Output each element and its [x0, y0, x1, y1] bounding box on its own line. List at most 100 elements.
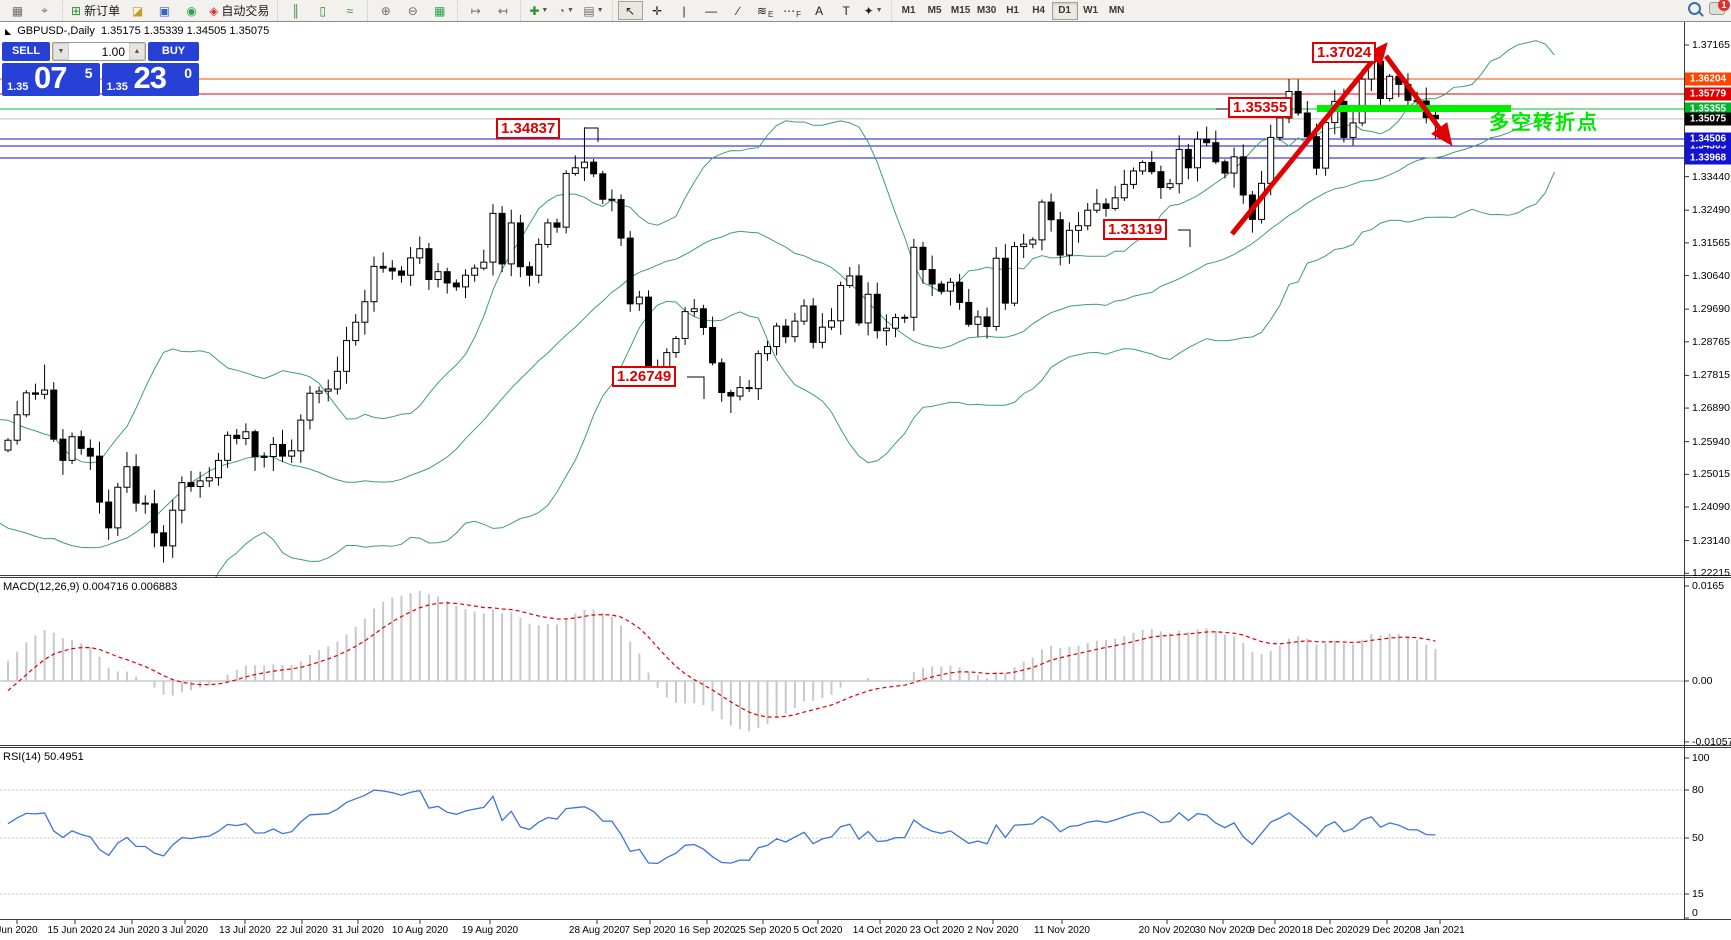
- fibonacci-sub: F: [796, 10, 802, 19]
- search-icon[interactable]: [1688, 2, 1701, 15]
- trendline-icon[interactable]: ∕: [726, 1, 751, 20]
- periods-icon[interactable]: ◔ ▼: [553, 1, 578, 20]
- date-label: 9 Dec 2020: [1249, 925, 1301, 936]
- macd-scale-label: 0.0165: [1692, 580, 1725, 592]
- templates-dropdown-arrow[interactable]: ▼: [596, 7, 604, 14]
- price-badge-1.35779: 1.35779: [1685, 87, 1731, 101]
- timeframe-m1[interactable]: M1: [901, 5, 916, 16]
- sell-price-box[interactable]: 1.35 07 5: [2, 60, 100, 96]
- horizontal-line-icon[interactable]: —: [699, 1, 724, 20]
- level-1-31319[interactable]: 1.31319: [1103, 219, 1168, 240]
- templates-icon[interactable]: ▤ ▼: [580, 1, 606, 20]
- arrows-icon[interactable]: ✦ ▼: [861, 1, 886, 20]
- new-order-label: 新订单: [84, 4, 121, 18]
- line-chart-mode-icon[interactable]: ≈: [337, 1, 362, 20]
- new-chart-icon[interactable]: ▦: [5, 1, 30, 20]
- sell-button[interactable]: SELL: [2, 42, 50, 61]
- crosshair-glyph: ✛: [652, 3, 663, 18]
- toolbar-group-chart-type: ║ ▯ ≈: [277, 0, 367, 21]
- date-label: 22 Jul 2020: [276, 925, 328, 936]
- date-label: Jun 2020: [0, 925, 38, 936]
- price-badge-1.34506: 1.34506: [1685, 132, 1731, 146]
- window-zoom-icon[interactable]: ⌖: [32, 1, 57, 20]
- timeframe-h1[interactable]: H1: [1006, 5, 1019, 16]
- price-badge-1.36204: 1.36204: [1685, 72, 1731, 86]
- toolbar-group-zoom: ⊕ ⊖ ▦: [367, 0, 457, 21]
- level-1-26749[interactable]: 1.26749: [612, 366, 677, 387]
- indicators-icon[interactable]: ✚ ▼: [526, 1, 551, 20]
- zoom-in-icon[interactable]: ⊕: [373, 1, 398, 20]
- date-label: 31 Jul 2020: [332, 925, 384, 936]
- price-tick: 1.28765: [1692, 335, 1730, 348]
- toolbar-right: 1: [1688, 0, 1730, 15]
- timeframe-mn[interactable]: MN: [1108, 5, 1125, 16]
- arrows-dropdown-arrow[interactable]: ▼: [875, 7, 883, 14]
- volume-decrease-button[interactable]: ▼: [53, 43, 69, 60]
- equidistant-channel-icon[interactable]: ≋ E: [753, 1, 778, 20]
- notifications-icon[interactable]: 1: [1709, 0, 1730, 15]
- volume-value[interactable]: 1.00: [101, 45, 125, 59]
- indicators-dropdown-arrow[interactable]: ▼: [541, 7, 549, 14]
- text-label-icon[interactable]: T: [834, 1, 859, 20]
- new-order-button[interactable]: ⊞ 新订单: [68, 1, 123, 20]
- date-label: 30 Nov 2020: [1194, 925, 1252, 936]
- date-label: 18 Dec 2020: [1301, 925, 1359, 936]
- level-1-35355[interactable]: 1.35355: [1228, 97, 1293, 118]
- date-label: 19 Aug 2020: [461, 925, 519, 936]
- vertical-line-icon[interactable]: |: [672, 1, 697, 20]
- periods-dropdown-arrow[interactable]: ▼: [566, 7, 574, 14]
- zoom-in-glyph: ⊕: [380, 3, 391, 18]
- autotrading-button[interactable]: ◈ 自动交易: [206, 1, 272, 20]
- text-icon[interactable]: A: [807, 1, 832, 20]
- date-label: 3 Jul 2020: [161, 925, 209, 936]
- crosshair-icon[interactable]: ✛: [645, 1, 670, 20]
- templates-glyph: ▤: [583, 3, 595, 18]
- price-tick: 1.24090: [1692, 501, 1730, 513]
- chart-shift-icon[interactable]: ↤: [490, 1, 515, 20]
- toolbar-group-scroll: ↦ ↤: [457, 0, 520, 21]
- auto-scroll-icon[interactable]: ↦: [463, 1, 488, 20]
- bar-chart-mode-icon[interactable]: ║: [283, 1, 308, 20]
- chart-surface[interactable]: [0, 22, 1684, 920]
- periods-glyph: ◔: [557, 3, 565, 18]
- timeframe-w1[interactable]: W1: [1083, 5, 1099, 16]
- buy-price-big: 23: [133, 60, 167, 95]
- expert-advisors-icon[interactable]: ▣: [152, 1, 177, 20]
- price-badge-1.35075: 1.35075: [1685, 112, 1731, 126]
- date-label: 29 Dec 2020: [1358, 925, 1416, 936]
- date-label: 10 Aug 2020: [391, 925, 449, 936]
- timeframe-h4[interactable]: H4: [1032, 5, 1045, 16]
- vertical-line-glyph: |: [682, 3, 686, 18]
- date-label: 7 Sep 2020: [624, 925, 676, 936]
- turning-point-annotation[interactable]: 多空转折点: [1489, 112, 1599, 134]
- fibonacci-icon[interactable]: ⋯ F: [780, 1, 805, 20]
- candlestick-mode-icon[interactable]: ▯: [310, 1, 335, 20]
- timeframe-m15[interactable]: M15: [950, 5, 971, 16]
- level-1-34837[interactable]: 1.34837: [496, 118, 561, 139]
- equidistant-channel-sub: E: [767, 10, 774, 19]
- autotrading-label: 自动交易: [221, 4, 270, 18]
- chart-corner-icon: ◣: [5, 27, 12, 36]
- volume-increase-button[interactable]: ▲: [129, 43, 145, 60]
- eraser-icon[interactable]: ◪: [125, 1, 150, 20]
- buy-price-box[interactable]: 1.35 23 0: [101, 60, 199, 96]
- timeframe-d1[interactable]: D1: [1051, 1, 1078, 20]
- fibonacci-glyph: ⋯: [783, 3, 796, 18]
- date-label: 2 Nov 2020: [967, 925, 1019, 936]
- tile-windows-icon[interactable]: ▦: [427, 1, 452, 20]
- price-tick: 1.22215: [1692, 567, 1730, 580]
- zoom-out-icon[interactable]: ⊖: [400, 1, 425, 20]
- cursor-glyph: ↖: [625, 3, 636, 18]
- date-label: 20 Nov 2020: [1138, 925, 1196, 936]
- signals-icon[interactable]: ◉: [179, 1, 204, 20]
- rsi-scale-label: 80: [1692, 784, 1704, 796]
- timeframe-m30[interactable]: M30: [976, 5, 997, 16]
- buy-button[interactable]: BUY: [148, 42, 199, 61]
- timeframe-m5[interactable]: M5: [927, 5, 942, 16]
- date-label: 13 Jul 2020: [219, 925, 271, 936]
- expert-advisors-glyph: ▣: [158, 3, 171, 18]
- cursor-icon[interactable]: ↖: [617, 1, 643, 20]
- level-1-37024[interactable]: 1.37024: [1312, 42, 1377, 63]
